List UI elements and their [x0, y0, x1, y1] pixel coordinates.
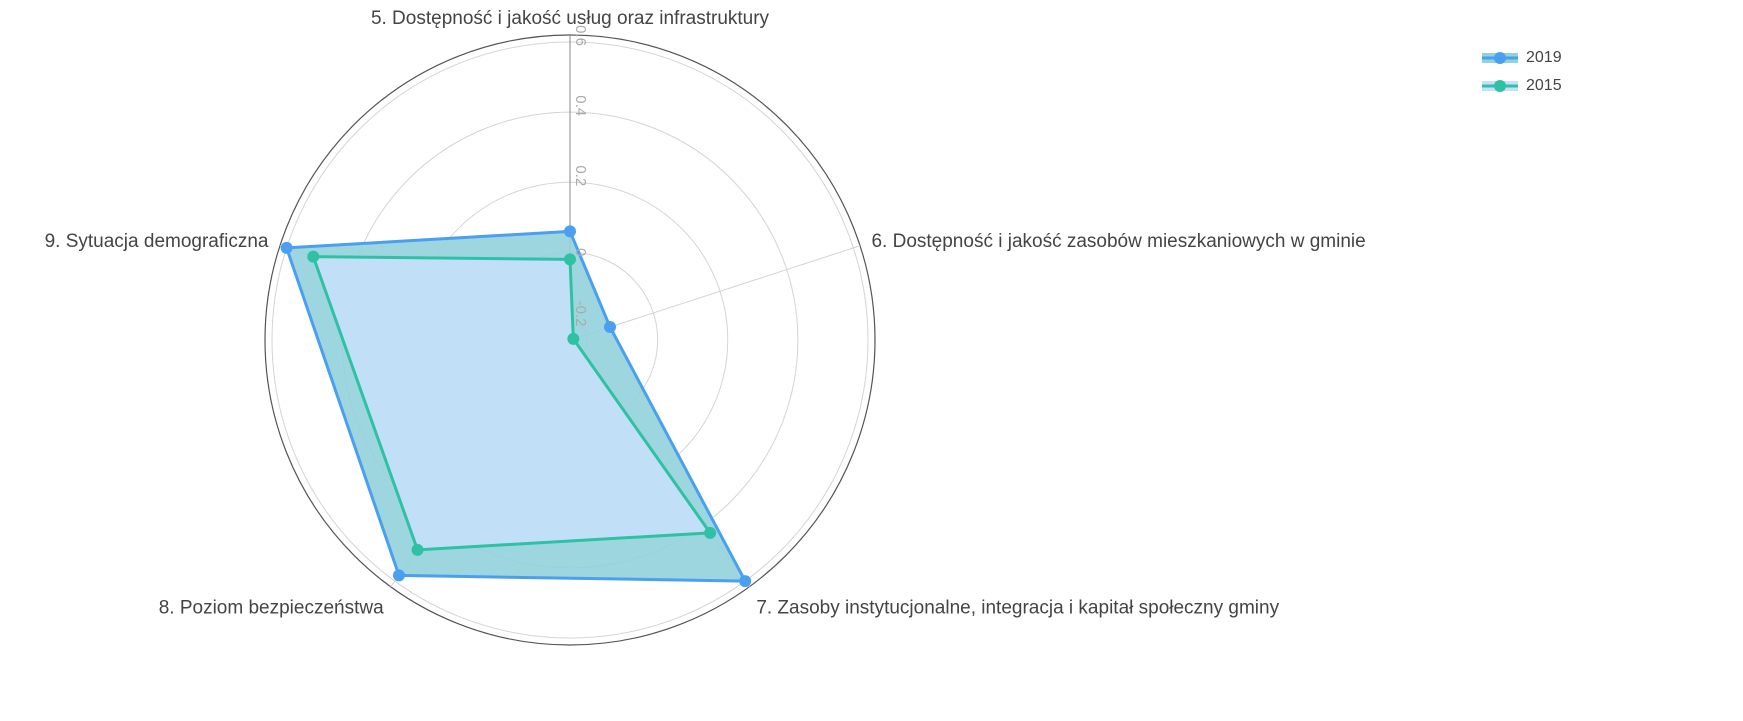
axis-label: 7. Zasoby instytucjonalne, integracja i …: [756, 597, 1279, 618]
marker: [307, 250, 320, 263]
r-tick-label: -0.2: [572, 301, 589, 327]
marker: [392, 569, 405, 582]
marker: [411, 543, 424, 556]
axis-label: 8. Poziom bezpieczeństwa: [159, 597, 384, 618]
axis-label: 5. Dostępność i jakość usług oraz infras…: [371, 8, 770, 29]
r-tick-label: 0.6: [572, 25, 589, 46]
marker: [604, 320, 617, 333]
marker: [564, 225, 576, 238]
legend-label: 2019: [1526, 49, 1562, 66]
marker: [739, 575, 752, 588]
marker: [704, 526, 717, 539]
r-tick-label: 0: [572, 248, 589, 256]
legend-marker: [1494, 52, 1506, 64]
axis-label: 6. Dostępność i jakość zasobów mieszkani…: [871, 231, 1365, 252]
series-area: [311, 255, 712, 552]
legend-label: 2015: [1526, 77, 1562, 94]
axis-label: 9. Sytuacja demograficzna: [45, 231, 269, 252]
r-tick-label: 0.2: [572, 165, 589, 186]
marker: [280, 241, 293, 254]
legend-marker: [1494, 80, 1506, 92]
marker: [567, 332, 580, 345]
spoke: [569, 245, 861, 341]
r-tick-label: 0.4: [572, 95, 589, 116]
marker: [564, 253, 576, 266]
